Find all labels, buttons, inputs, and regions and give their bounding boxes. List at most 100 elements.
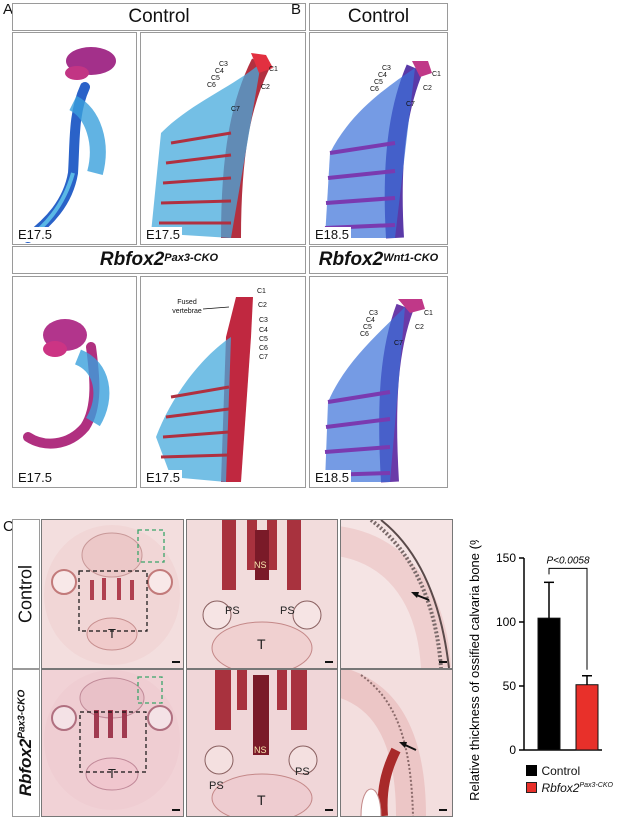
histology-drawing-c4 — [44, 670, 180, 810]
panel-a-control-whole-skeleton: E17.5 — [12, 32, 137, 245]
panel-b-mutant-title-base: Rbfox2 — [318, 249, 384, 270]
chart-y-tick-label: 150 — [496, 551, 516, 565]
panel-letter-b: B — [291, 1, 302, 18]
vertebra-label-c6: C6 — [207, 82, 216, 89]
panel-a-control-title-text: Control — [128, 6, 190, 27]
vertebra-label-c5: C5 — [363, 324, 372, 331]
stage-label: E18.5 — [313, 470, 351, 485]
row-label-mutant-text: Rbfox2Pax3-CKO — [16, 690, 36, 797]
chart-bar — [537, 617, 561, 751]
skeleton-drawing-a4 — [156, 297, 253, 482]
vertebra-label-c7: C7 — [259, 354, 268, 361]
vertebra-label-c6: C6 — [360, 331, 369, 338]
scale-bar — [325, 661, 333, 663]
stage-label: E17.5 — [144, 227, 182, 242]
histology-mutant-calvaria — [340, 669, 453, 817]
row-label-mutant-sup: Pax3-CKO — [16, 689, 28, 739]
chart-y-tick-label: 100 — [496, 615, 516, 629]
vertebra-label-c3: C3 — [382, 65, 391, 72]
legend-label-control: Control — [541, 763, 581, 778]
vertebra-label-c2: C2 — [423, 85, 432, 92]
legend-swatch-mutant — [526, 782, 537, 794]
legend-label-mutant: Rbfox2Pax3-CKO — [541, 781, 613, 795]
panel-a-mutant-cervical-closeup: Fused vertebrae C1 C2 C3 C4 C5 C6 C7 E17… — [140, 276, 306, 488]
skeleton-drawing-a1 — [23, 47, 116, 243]
tongue-label-t: T — [108, 766, 116, 781]
row-label-mutant: Rbfox2Pax3-CKO — [12, 669, 40, 817]
histology-drawing-c6 — [341, 670, 426, 816]
scale-bar — [325, 809, 333, 811]
legend-label-mutant-sup: Pax3-CKO — [579, 781, 613, 789]
tongue-label-t: T — [257, 636, 266, 652]
chart-legend: Control Rbfox2Pax3-CKO — [522, 762, 617, 812]
panel-letter-a: A — [3, 1, 14, 18]
vertebra-label-c6: C6 — [370, 86, 379, 93]
histology-control-palate: NS PS PS T — [186, 519, 338, 669]
chart-bar — [575, 684, 599, 751]
nasal-septum-label: NS — [254, 745, 267, 755]
skeleton-drawing-a2 — [151, 53, 273, 239]
palatal-shelf-label-right: PS — [295, 766, 310, 778]
vertebra-label-c4: C4 — [259, 327, 268, 334]
scale-bar — [172, 661, 180, 663]
vertebra-label-c5: C5 — [374, 79, 383, 86]
scale-bar — [439, 661, 447, 663]
histology-control-calvaria — [340, 519, 453, 669]
histology-drawing-c5 — [204, 670, 318, 816]
stage-label: E17.5 — [16, 470, 54, 485]
panel-b-mutant-title: Rbfox2 Wnt1-CKO — [309, 246, 448, 274]
histology-drawing-c2 — [202, 520, 322, 668]
vertebra-label-c3: C3 — [259, 317, 268, 324]
skeleton-drawing-a3 — [23, 319, 110, 449]
row-label-control: Control — [12, 519, 40, 669]
vertebra-label-c5: C5 — [211, 75, 220, 82]
histology-drawing-c3 — [341, 520, 451, 668]
panel-a-control-title: Control — [12, 3, 306, 31]
histology-control-overview: T — [41, 519, 184, 669]
chart-y-axis-label: Relative thickness of ossified calvaria … — [467, 540, 482, 801]
legend-item-control: Control — [526, 762, 580, 780]
histology-mutant-palate: NS PS PS T — [186, 669, 338, 817]
stage-label: E17.5 — [144, 470, 182, 485]
fused-vertebrae-annotation: Fused vertebrae — [172, 299, 202, 315]
vertebra-label-c7: C7 — [406, 101, 415, 108]
vertebra-label-c7: C7 — [231, 106, 240, 113]
vertebra-label-c1: C1 — [432, 71, 441, 78]
histology-drawing-c1 — [44, 525, 180, 665]
row-label-control-text: Control — [15, 564, 36, 624]
panel-a-control-cervical-closeup: C1 C2 C3 C4 C5 C6 C7 E17.5 — [140, 32, 306, 245]
panel-b-control-cervical-closeup: C1 C2 C3 C4 C5 C6 C7 E18.5 — [309, 32, 448, 245]
panel-b-mutant-title-sup: Wnt1-CKO — [383, 252, 439, 264]
legend-item-mutant: Rbfox2Pax3-CKO — [526, 779, 613, 797]
histology-mutant-overview: T — [41, 669, 184, 817]
vertebra-label-c4: C4 — [215, 68, 224, 75]
panel-letter-c: C — [3, 518, 14, 535]
chart-p-value-annotation: P<0.0058 — [546, 555, 590, 566]
panel-b-mutant-cervical-closeup: C1 C2 C3 C4 C5 C6 C7 E18.5 — [309, 276, 448, 488]
vertebra-label-c4: C4 — [378, 72, 387, 79]
stage-label: E17.5 — [16, 227, 54, 242]
palatal-shelf-label-left: PS — [225, 605, 240, 617]
calvaria-thickness-bar-chart: Relative thickness of ossified calvaria … — [467, 540, 602, 801]
panel-a-mutant-title: Rbfox2 Pax3-CKO — [12, 246, 306, 274]
scale-bar — [439, 809, 447, 811]
panel-a-mutant-title-sup: Pax3-CKO — [164, 252, 219, 264]
palatal-shelf-label-left: PS — [209, 780, 224, 792]
stage-label: E18.5 — [313, 227, 351, 242]
vertebra-label-c7: C7 — [394, 340, 403, 347]
palatal-shelf-label-right: PS — [280, 605, 295, 617]
legend-label-mutant-base: Rbfox2 — [541, 780, 580, 795]
tongue-label-t: T — [257, 792, 266, 808]
vertebra-label-c5: C5 — [259, 336, 268, 343]
tongue-label-t: T — [108, 626, 116, 641]
legend-swatch-control — [526, 765, 537, 777]
vertebra-label-c1: C1 — [257, 288, 266, 295]
vertebra-label-c2: C2 — [415, 324, 424, 331]
vertebra-label-c3: C3 — [369, 310, 378, 317]
vertebra-label-c1: C1 — [269, 66, 278, 73]
panel-a-mutant-whole-skeleton: E17.5 — [12, 276, 137, 488]
vertebra-label-c1: C1 — [424, 310, 433, 317]
skeleton-drawing-b1 — [324, 61, 432, 239]
panel-a-mutant-title-base: Rbfox2 — [99, 249, 165, 270]
chart-y-tick-label: 0 — [509, 743, 516, 757]
